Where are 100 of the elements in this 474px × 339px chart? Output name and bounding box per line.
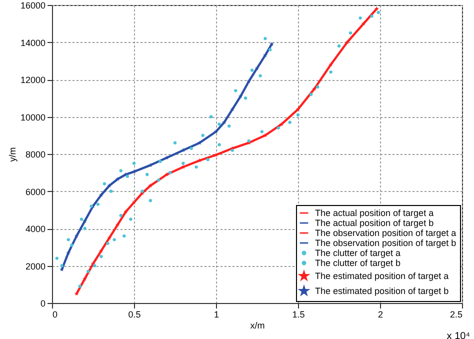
legend-label: The actual position of target a bbox=[315, 208, 434, 218]
point bbox=[348, 31, 352, 35]
y-axis-title: y/m bbox=[7, 147, 18, 162]
y-tick-label: 6000 bbox=[25, 186, 46, 197]
point bbox=[74, 234, 79, 238]
point bbox=[132, 162, 136, 165]
point bbox=[140, 190, 144, 193]
y-tick-label: 14000 bbox=[20, 38, 46, 48]
point bbox=[218, 143, 221, 146]
x-tick-label: 2 bbox=[378, 310, 384, 320]
point bbox=[230, 148, 234, 152]
point bbox=[254, 66, 260, 70]
point bbox=[312, 86, 317, 91]
point bbox=[376, 10, 380, 14]
point bbox=[148, 198, 152, 202]
point bbox=[96, 202, 100, 206]
y-tick-label: 16000 bbox=[20, 0, 46, 10]
point bbox=[328, 62, 334, 66]
point bbox=[201, 134, 204, 137]
point bbox=[119, 214, 122, 218]
point bbox=[316, 85, 320, 89]
point bbox=[82, 276, 88, 281]
point bbox=[90, 204, 93, 208]
legend-label: The estimated position of target a bbox=[315, 271, 449, 281]
point bbox=[112, 238, 116, 242]
point bbox=[146, 172, 149, 176]
point bbox=[182, 162, 185, 165]
point bbox=[80, 218, 84, 221]
legend-label: The clutter of target a bbox=[315, 248, 401, 258]
point bbox=[222, 120, 226, 124]
point bbox=[206, 158, 210, 162]
point bbox=[218, 122, 221, 126]
point bbox=[102, 182, 106, 186]
point bbox=[180, 148, 186, 152]
point bbox=[70, 244, 74, 247]
x-tick-label: 0 bbox=[52, 310, 58, 320]
point bbox=[244, 96, 248, 100]
point bbox=[106, 242, 110, 245]
point bbox=[190, 146, 193, 150]
point bbox=[78, 284, 82, 288]
point bbox=[98, 248, 104, 253]
point bbox=[374, 6, 379, 11]
point bbox=[296, 113, 300, 116]
point bbox=[194, 165, 198, 169]
point bbox=[119, 169, 122, 172]
legend-label: The clutter of target b bbox=[315, 258, 401, 268]
legend-label: The observation position of target a bbox=[315, 228, 456, 238]
legend-label: The observation position of target b bbox=[315, 238, 456, 248]
point bbox=[83, 226, 86, 230]
point bbox=[260, 130, 264, 134]
point bbox=[129, 218, 132, 221]
point bbox=[288, 120, 292, 124]
y-tick-label: 0 bbox=[40, 298, 46, 308]
point bbox=[337, 44, 341, 48]
point bbox=[115, 222, 120, 227]
text: x 10⁴ bbox=[446, 331, 470, 339]
point bbox=[344, 40, 350, 44]
point bbox=[55, 256, 58, 260]
x-tick-label: 2.5 bbox=[450, 310, 462, 320]
point bbox=[276, 126, 280, 130]
y-tick-label: 8000 bbox=[25, 150, 46, 160]
point bbox=[66, 250, 71, 255]
point bbox=[210, 115, 213, 118]
point bbox=[230, 106, 235, 112]
point bbox=[258, 74, 262, 78]
point bbox=[238, 94, 243, 98]
point bbox=[228, 124, 231, 128]
point bbox=[173, 141, 177, 144]
y-tick-label: 10000 bbox=[20, 112, 46, 122]
point bbox=[296, 106, 300, 112]
point bbox=[234, 89, 238, 92]
point bbox=[214, 129, 218, 134]
x-axis-title: x/m bbox=[250, 320, 265, 330]
point bbox=[157, 178, 160, 182]
point bbox=[124, 209, 128, 214]
y-tick-label: 4000 bbox=[25, 224, 46, 234]
line-series bbox=[60, 42, 274, 272]
point bbox=[168, 171, 172, 174]
point bbox=[86, 270, 90, 273]
point bbox=[268, 48, 272, 52]
point bbox=[122, 234, 126, 238]
point bbox=[132, 200, 136, 204]
x-tick-label: 0.5 bbox=[128, 310, 141, 320]
legend-label: The estimated position of target b bbox=[315, 286, 449, 296]
x-tick-label: 1 bbox=[214, 310, 220, 320]
point bbox=[98, 192, 104, 197]
point bbox=[370, 14, 374, 18]
legend-label: The actual position of target b bbox=[315, 218, 434, 228]
point bbox=[66, 238, 70, 242]
y-tick-label: 2000 bbox=[25, 261, 46, 272]
point bbox=[250, 68, 254, 72]
point bbox=[93, 264, 96, 268]
point bbox=[358, 16, 362, 20]
point bbox=[107, 235, 112, 240]
point bbox=[329, 70, 332, 74]
point bbox=[246, 79, 252, 84]
x-tick-label: 1.5 bbox=[292, 310, 305, 320]
point bbox=[264, 36, 267, 40]
point bbox=[262, 52, 268, 58]
point bbox=[158, 160, 162, 164]
